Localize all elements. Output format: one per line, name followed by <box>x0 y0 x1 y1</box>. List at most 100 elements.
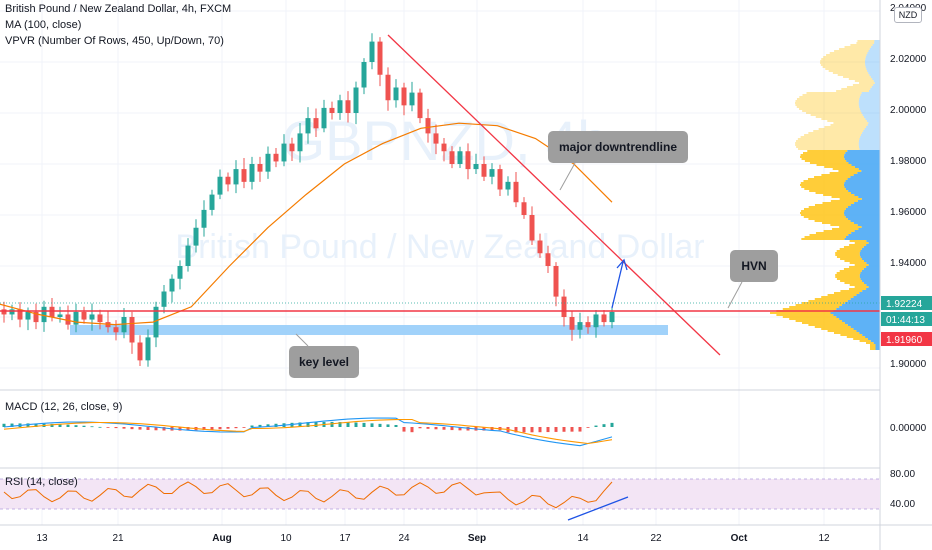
vpvr-bar-down <box>859 340 871 342</box>
vpvr-bar-up <box>858 142 880 144</box>
candle-body <box>305 118 311 134</box>
vpvr-bar-down <box>814 220 851 222</box>
vpvr-bar-up <box>859 254 880 256</box>
vpvr-bar-up <box>850 220 880 222</box>
candle-body <box>513 181 519 203</box>
candle-body <box>345 100 351 113</box>
vpvr-bar-up <box>867 52 880 54</box>
vpvr-bar-up <box>861 92 880 94</box>
candle-body <box>41 306 47 323</box>
vpvr-bar-down <box>801 210 845 212</box>
time-axis[interactable]: 13 21 Aug 10 17 24 Sep 14 22 Oct 12 <box>36 533 830 544</box>
vpvr-bar-down <box>801 158 845 160</box>
vpvr-bar-up <box>873 80 880 82</box>
macd-panel[interactable] <box>2 417 614 447</box>
vpvr-bar-up <box>865 60 880 62</box>
vpvr-bar-down <box>821 174 854 176</box>
downtrend-line[interactable] <box>387 34 721 356</box>
vpvr-bar-down <box>854 264 869 266</box>
vpvr-bar-up <box>844 158 880 160</box>
vpvr-bar-down <box>808 324 848 326</box>
vpvr-bar-down <box>834 332 860 334</box>
vpvr-bar-up <box>854 166 880 168</box>
candle-body <box>25 311 31 320</box>
callout-major-downtrendline[interactable]: major downtrendline <box>548 131 688 191</box>
vpvr-bar-down <box>770 312 831 314</box>
vpvr-bar-up <box>845 208 880 210</box>
macd-histogram-bar <box>514 427 518 433</box>
vpvr-bar-up <box>860 250 880 252</box>
vpvr-bar-down <box>840 334 863 336</box>
vpvr-bar-up <box>861 170 880 172</box>
indicator-vpvr-label[interactable]: VPVR (Number Of Rows, 450, Up/Down, 70) <box>5 35 224 47</box>
candle-body <box>17 309 23 320</box>
candle-body <box>337 100 343 113</box>
key-level-zone[interactable] <box>70 325 668 335</box>
macd-histogram-bar <box>346 422 350 427</box>
vpvr-bar-up <box>863 116 880 118</box>
vpvr-bar-up <box>858 228 880 230</box>
candle-body <box>217 176 223 195</box>
vpvr-bar-down <box>821 296 854 298</box>
candle-body <box>57 314 63 317</box>
vpvr-bar-up <box>874 40 880 42</box>
candle-body <box>353 87 359 113</box>
vpvr-bar-down <box>809 162 849 164</box>
time-tick: 10 <box>280 533 292 544</box>
vpvr-bar-up <box>844 238 880 240</box>
vpvr-bar-down <box>854 242 869 244</box>
vpvr-bar-down <box>870 344 876 346</box>
vpvr-bar-up <box>867 338 880 340</box>
vpvr-bar-up <box>847 218 880 220</box>
vpvr-bar-up <box>844 322 880 324</box>
vpvr-bar-down <box>839 270 862 272</box>
vpvr-bar-up <box>858 104 880 106</box>
vpvr-bar-up <box>865 62 880 64</box>
chart-title[interactable]: British Pound / New Zealand Dollar, 4h, … <box>5 3 232 15</box>
vpvr-bar-down <box>814 298 851 300</box>
candle-body <box>153 306 159 338</box>
vpvr-bar-up <box>860 256 880 258</box>
vpvr-bar-down <box>820 60 866 62</box>
vpvr-bar-up <box>866 284 880 286</box>
vpvr-bar-down <box>804 188 846 190</box>
macd-histogram-bar <box>554 427 558 432</box>
candle-body <box>409 92 415 106</box>
candlestick-series <box>1 33 615 367</box>
callout-hvn[interactable]: HVN <box>727 250 778 309</box>
vpvr-bar-up <box>859 98 880 100</box>
indicator-ma-label[interactable]: MA (100, close) <box>5 19 82 31</box>
vpvr-bar-down <box>832 168 859 170</box>
currency-badge[interactable]: NZD <box>894 7 922 23</box>
vpvr-bar-down <box>807 150 848 152</box>
vpvr-bar-up <box>859 108 880 110</box>
macd-histogram-bar <box>482 427 486 431</box>
vpvr-bar-up <box>868 286 880 288</box>
callout-key-level[interactable]: key level <box>289 333 359 378</box>
vpvr-bar-up <box>861 134 880 136</box>
vpvr-bar-up <box>847 150 880 152</box>
candle-body <box>249 164 255 182</box>
macd-histogram-bar <box>2 423 6 427</box>
price-tick: 1.96000 <box>890 207 927 218</box>
vpvr-bar-down <box>803 216 846 218</box>
vpvr-bar-up <box>862 132 880 134</box>
vpvr-bar-up <box>859 106 880 108</box>
vpvr-bar-up <box>872 78 880 80</box>
vpvr-bar-down <box>814 204 851 206</box>
macd-histogram-bar <box>522 427 526 433</box>
vpvr-bar-up <box>864 128 880 130</box>
vpvr-bar-up <box>830 312 880 314</box>
vpvr-bar-down <box>821 328 854 330</box>
projection-arrow[interactable] <box>611 258 628 309</box>
price-label-last: 1.92224 <box>881 296 932 310</box>
rsi-panel[interactable] <box>3 481 613 509</box>
vpvr-bar-up <box>874 82 880 84</box>
vpvr-bar-down <box>802 302 845 304</box>
macd-histogram-bar <box>602 424 606 427</box>
candle-body <box>569 317 575 330</box>
candle-body <box>201 209 207 228</box>
vpvr-bar-up <box>853 174 880 176</box>
rsi-trendline[interactable] <box>567 496 629 521</box>
